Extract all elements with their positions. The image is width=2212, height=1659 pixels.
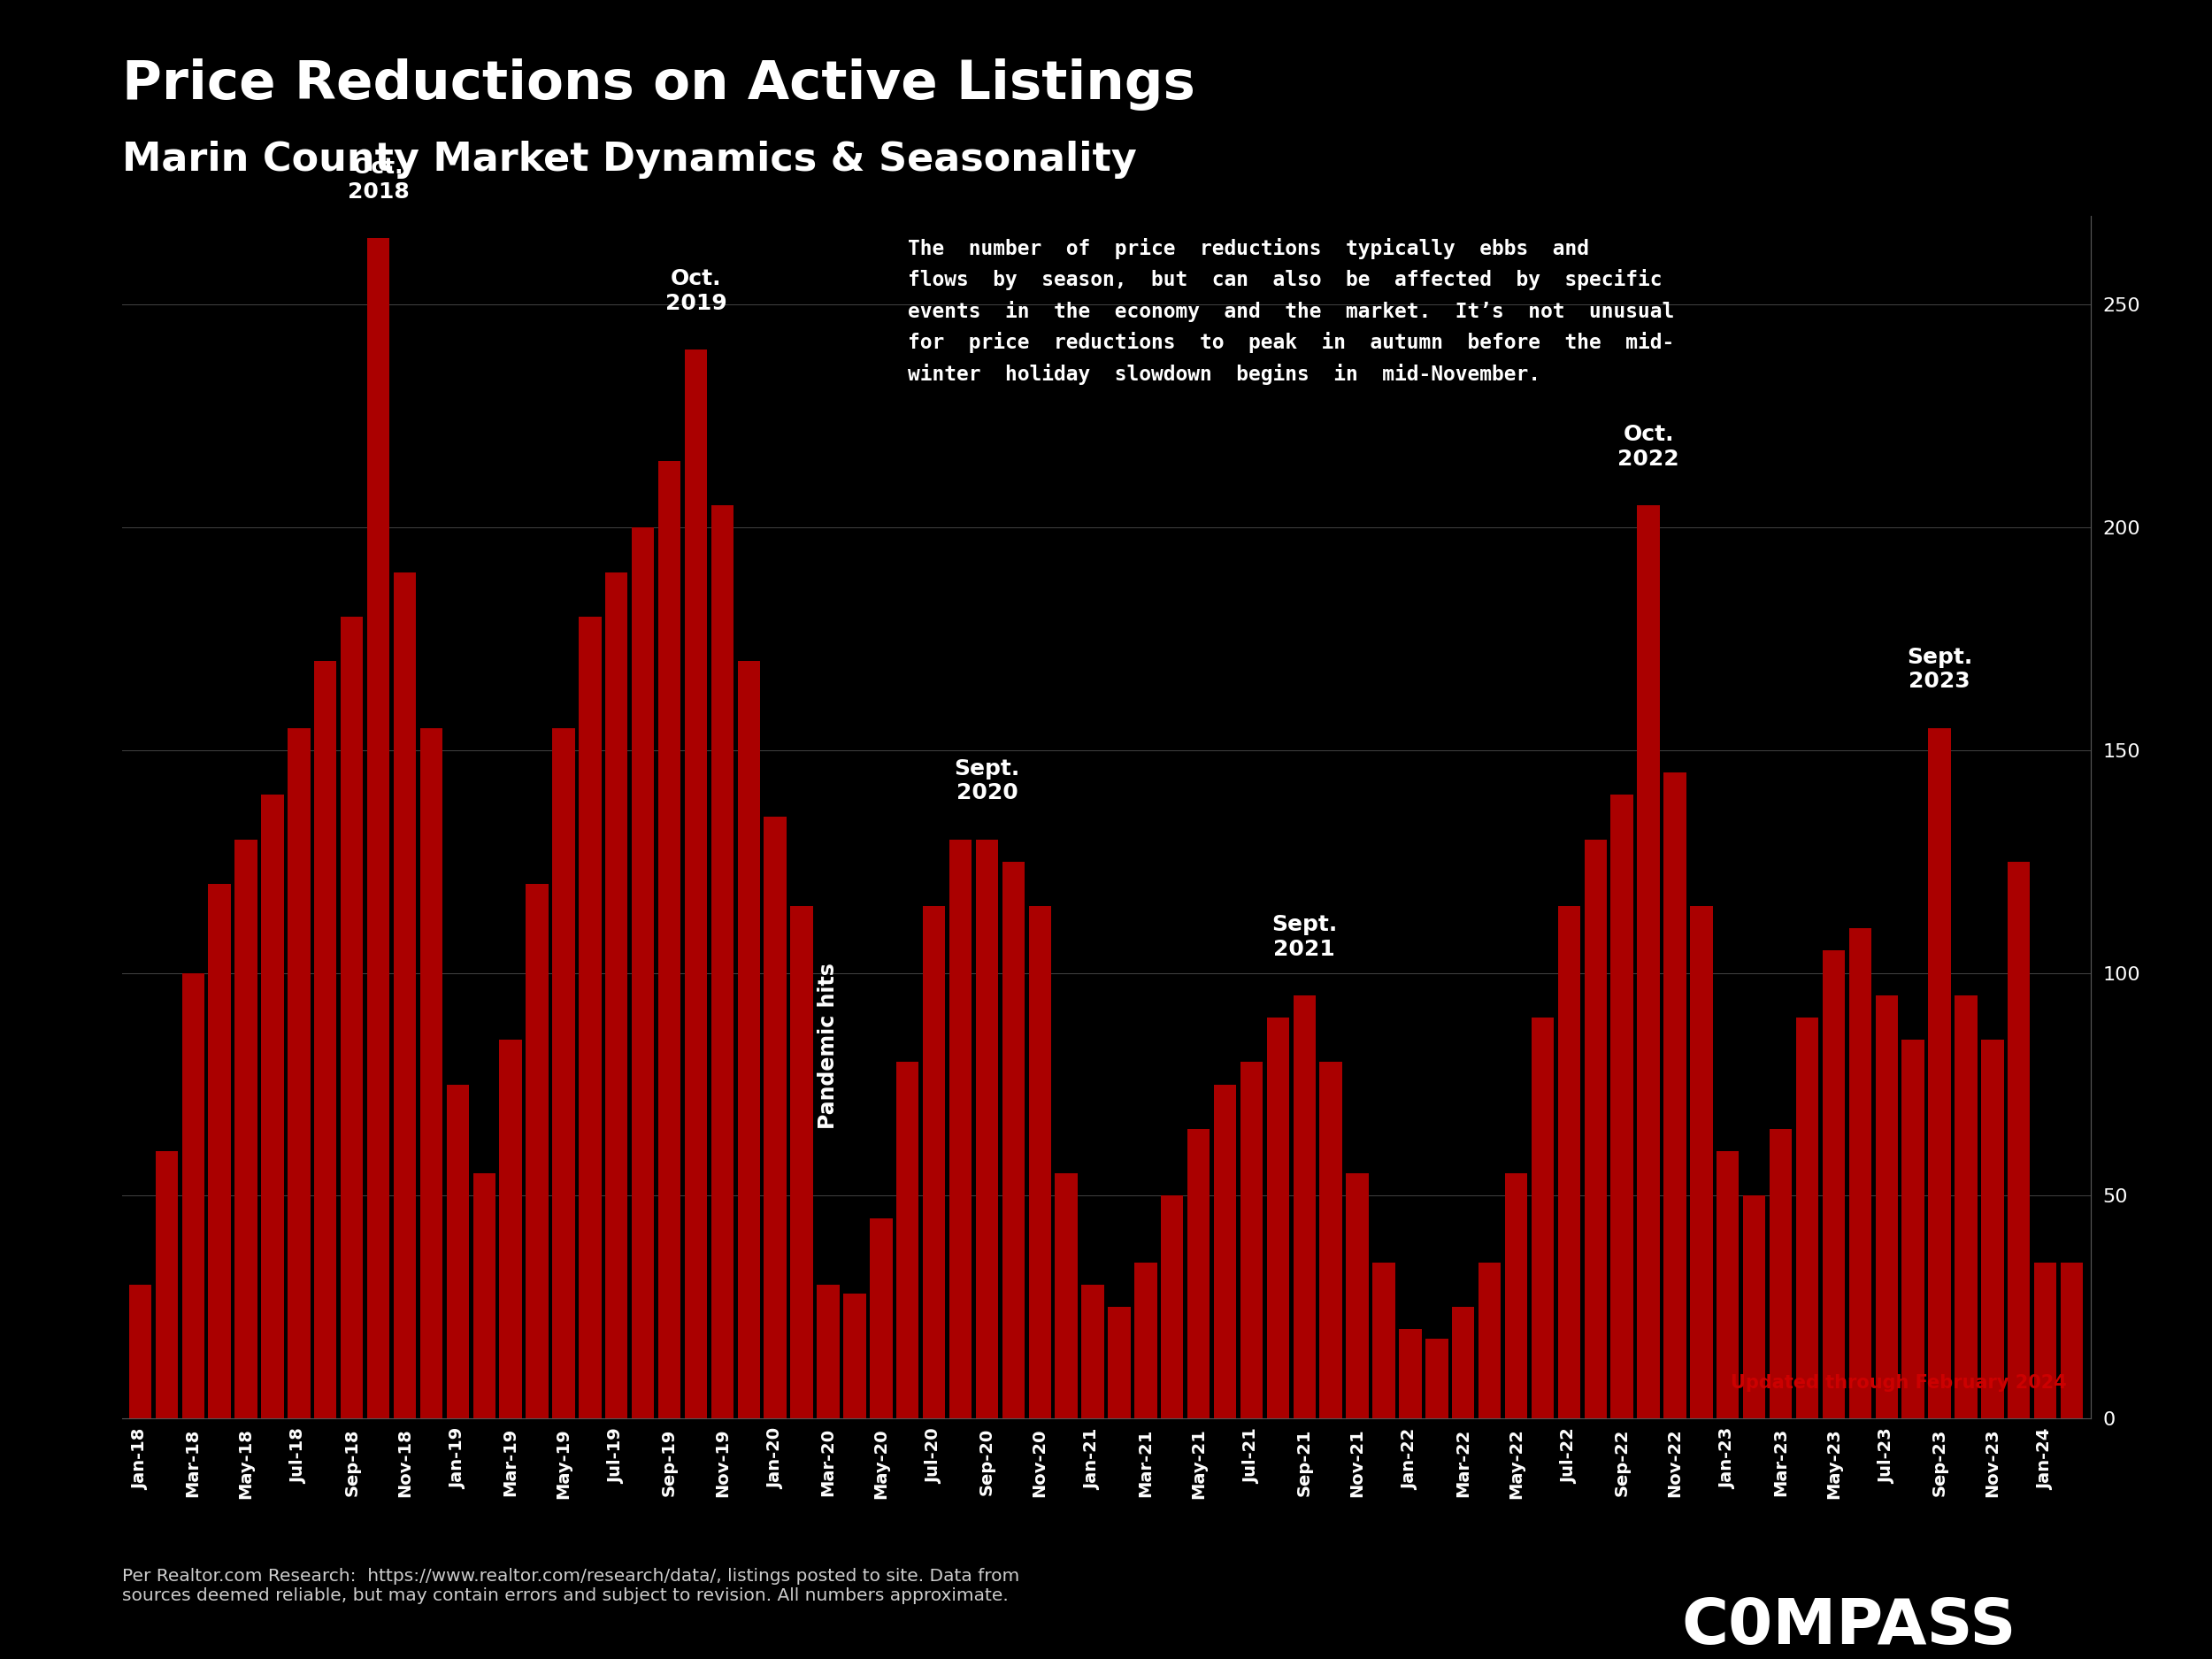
Bar bbox=[1029, 906, 1051, 1418]
Text: Sept.
2021: Sept. 2021 bbox=[1272, 914, 1338, 959]
Bar bbox=[896, 1062, 918, 1418]
Text: Sept.
2020: Sept. 2020 bbox=[953, 758, 1020, 803]
Bar bbox=[1690, 906, 1712, 1418]
Bar bbox=[1135, 1262, 1157, 1418]
Bar bbox=[737, 662, 761, 1418]
Bar bbox=[1770, 1128, 1792, 1418]
Bar bbox=[790, 906, 814, 1418]
Bar bbox=[1796, 1017, 1818, 1418]
Text: C0MPASS: C0MPASS bbox=[1681, 1596, 2015, 1657]
Bar bbox=[1876, 995, 1898, 1418]
Bar bbox=[1902, 1040, 1924, 1418]
Bar bbox=[1161, 1196, 1183, 1418]
Bar bbox=[606, 572, 628, 1418]
Bar bbox=[128, 1284, 150, 1418]
Bar bbox=[394, 572, 416, 1418]
Bar bbox=[1451, 1307, 1475, 1418]
Bar bbox=[1055, 1173, 1077, 1418]
Bar bbox=[1398, 1329, 1422, 1418]
Bar bbox=[1214, 1085, 1237, 1418]
Bar bbox=[633, 528, 655, 1418]
Bar bbox=[1637, 506, 1659, 1418]
Bar bbox=[1717, 1151, 1739, 1418]
Bar bbox=[869, 1218, 891, 1418]
Bar bbox=[181, 972, 204, 1418]
Bar bbox=[1082, 1284, 1104, 1418]
Text: Updated through February 2024: Updated through February 2024 bbox=[1730, 1374, 2066, 1392]
Bar bbox=[420, 728, 442, 1418]
Text: Sept.
2023: Sept. 2023 bbox=[1907, 647, 1973, 692]
Bar bbox=[1823, 951, 1845, 1418]
Bar bbox=[314, 662, 336, 1418]
Bar bbox=[763, 816, 787, 1418]
Bar bbox=[1002, 861, 1024, 1418]
Bar bbox=[1849, 929, 1871, 1418]
Text: The  number  of  price  reductions  typically  ebbs  and
flows  by  season,  but: The number of price reductions typically… bbox=[907, 237, 1674, 385]
Text: Per Realtor.com Research:  https://www.realtor.com/research/data/, listings post: Per Realtor.com Research: https://www.re… bbox=[122, 1568, 1020, 1604]
Bar bbox=[1347, 1173, 1369, 1418]
Bar bbox=[288, 728, 310, 1418]
Text: Oct.
2022: Oct. 2022 bbox=[1617, 423, 1679, 469]
Bar bbox=[816, 1284, 838, 1418]
Bar bbox=[1982, 1040, 2004, 1418]
Bar bbox=[367, 237, 389, 1418]
Bar bbox=[1584, 839, 1606, 1418]
Text: Price Reductions on Active Listings: Price Reductions on Active Listings bbox=[122, 58, 1194, 109]
Text: Oct.
2018: Oct. 2018 bbox=[347, 156, 409, 202]
Bar bbox=[341, 617, 363, 1418]
Bar bbox=[1955, 995, 1978, 1418]
Bar bbox=[234, 839, 257, 1418]
Bar bbox=[1663, 773, 1686, 1418]
Bar bbox=[1504, 1173, 1528, 1418]
Bar bbox=[1294, 995, 1316, 1418]
Bar bbox=[1557, 906, 1579, 1418]
Bar bbox=[500, 1040, 522, 1418]
Bar bbox=[1267, 1017, 1290, 1418]
Bar bbox=[447, 1085, 469, 1418]
Text: Pandemic hits: Pandemic hits bbox=[818, 962, 838, 1128]
Bar bbox=[526, 884, 549, 1418]
Bar bbox=[1929, 728, 1951, 1418]
Bar bbox=[1108, 1307, 1130, 1418]
Bar bbox=[261, 795, 283, 1418]
Bar bbox=[2008, 861, 2031, 1418]
Bar bbox=[553, 728, 575, 1418]
Text: Oct.
2019: Oct. 2019 bbox=[666, 267, 728, 314]
Bar bbox=[1241, 1062, 1263, 1418]
Bar bbox=[155, 1151, 177, 1418]
Bar bbox=[1374, 1262, 1396, 1418]
Bar bbox=[208, 884, 230, 1418]
Bar bbox=[2062, 1262, 2084, 1418]
Bar bbox=[580, 617, 602, 1418]
Bar bbox=[1743, 1196, 1765, 1418]
Bar bbox=[710, 506, 734, 1418]
Bar bbox=[2035, 1262, 2057, 1418]
Bar bbox=[1321, 1062, 1343, 1418]
Bar bbox=[1188, 1128, 1210, 1418]
Bar bbox=[975, 839, 998, 1418]
Bar bbox=[659, 461, 681, 1418]
Bar bbox=[1531, 1017, 1553, 1418]
Bar bbox=[684, 350, 708, 1418]
Bar bbox=[1610, 795, 1632, 1418]
Bar bbox=[473, 1173, 495, 1418]
Bar bbox=[843, 1294, 865, 1418]
Bar bbox=[922, 906, 945, 1418]
Text: Marin County Market Dynamics & Seasonality: Marin County Market Dynamics & Seasonali… bbox=[122, 141, 1137, 179]
Bar bbox=[1425, 1339, 1449, 1418]
Bar bbox=[1478, 1262, 1502, 1418]
Bar bbox=[949, 839, 971, 1418]
